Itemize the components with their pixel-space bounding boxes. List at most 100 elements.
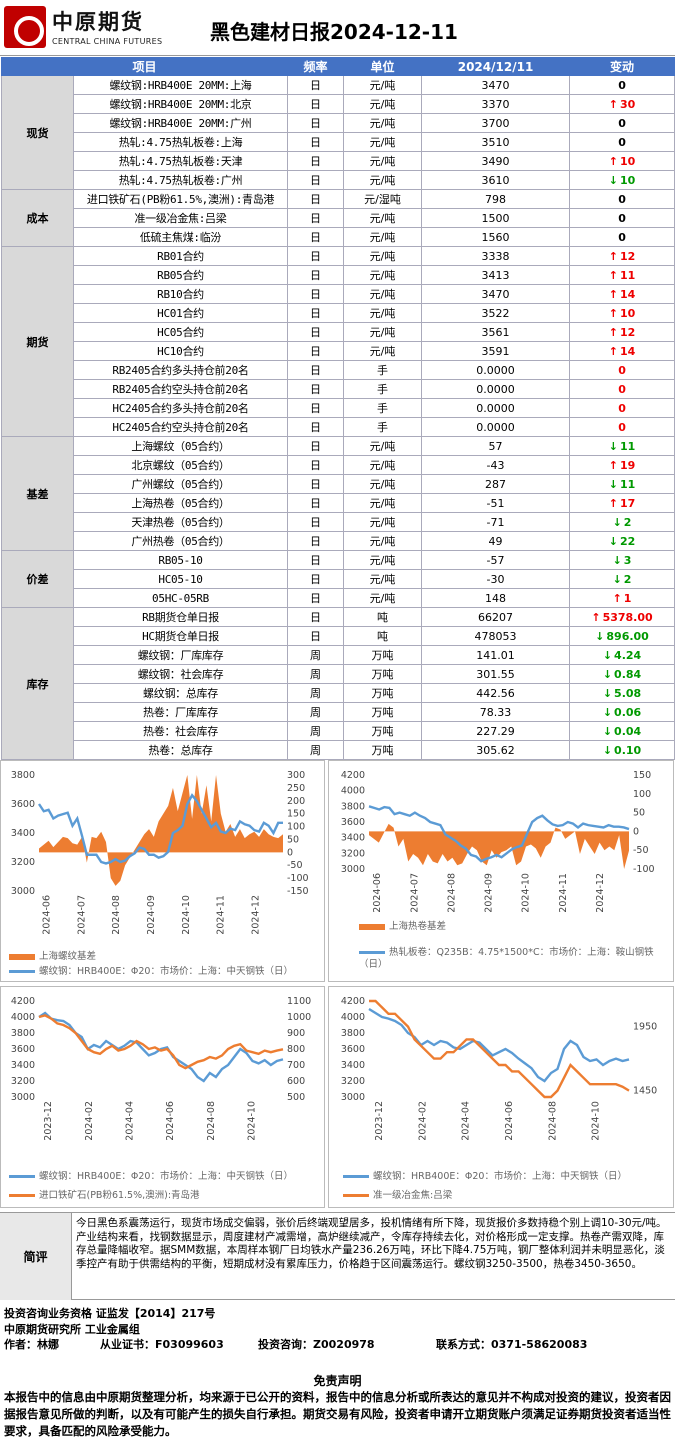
legend-label: 上海热卷基差	[389, 921, 447, 932]
table-row: 螺纹钢:HRB400E 20MM:北京日元/吨 3370 ↑ 30	[2, 94, 675, 114]
change-value: 14	[619, 344, 636, 358]
x-axis-tick: 2024-10	[521, 873, 532, 913]
item-cell: 05HC-05RB	[72, 588, 289, 608]
item-cell: 热卷：社会库存	[72, 721, 289, 741]
item-cell: 上海螺纹（05合约）	[72, 436, 289, 456]
right-axis-tick: 100	[633, 789, 651, 800]
unit-cell: 元/吨	[343, 531, 423, 551]
left-axis-tick: 3400	[11, 828, 35, 839]
unit-cell: 元/吨	[343, 284, 423, 304]
change-cell: ↓ 0.84	[569, 664, 675, 684]
change-value: 0	[618, 363, 626, 377]
table-row: 广州热卷（05合约）日元/吨 49 ↓ 22	[2, 531, 675, 551]
value-cell: 66207	[421, 607, 571, 627]
right-axis-tick: -50	[287, 860, 303, 871]
table-row: RB10合约日元/吨 3470 ↑ 14	[2, 284, 675, 304]
item-cell: HC期货仓单日报	[72, 626, 289, 646]
unit-cell: 元/吨	[343, 474, 423, 494]
legend-label: 进口铁矿石(PB粉61.5%,澳洲):青岛港	[39, 1190, 200, 1201]
frequency-cell: 周	[287, 702, 345, 722]
right-axis-tick: 100	[287, 822, 305, 833]
item-cell: HC10合约	[72, 341, 289, 361]
change-cell: 0	[569, 132, 675, 152]
change-value: 11	[619, 477, 636, 491]
table-row: 广州螺纹（05合约）日元/吨 287 ↓ 11	[2, 474, 675, 494]
item-cell: 螺纹钢：厂库库存	[72, 645, 289, 665]
legend-label: 螺纹钢：HRB400E：Φ20：市场价：上海：中天钢铁（日）	[373, 1171, 627, 1182]
change-value: 10	[619, 154, 636, 168]
left-axis-tick: 3000	[11, 886, 35, 897]
right-axis-tick: 1950	[633, 1022, 657, 1033]
left-axis-tick: 3400	[341, 833, 365, 844]
unit-cell: 手	[343, 398, 423, 418]
value-cell: 3510	[421, 132, 571, 152]
change-value: 10	[619, 173, 636, 187]
unit-cell: 吨	[343, 607, 423, 627]
table-header-row: 项目 频率 单位 2024/12/11 变动	[0, 57, 675, 76]
unit-cell: 元/吨	[343, 208, 423, 228]
table-row: 螺纹钢：厂库库存周万吨 141.01 ↓ 4.24	[2, 645, 675, 665]
frequency-cell: 日	[287, 550, 345, 570]
unit-cell: 元/吨	[343, 436, 423, 456]
change-value: 22	[619, 534, 636, 548]
table-row: 热轧:4.75热轧板卷:广州日元/吨 3610 ↓ 10	[2, 170, 675, 190]
table-row: 价差 RB05-10 日元/吨 -57 ↓ 3	[1, 550, 675, 608]
col-header-frequency: 频率	[287, 57, 345, 76]
left-axis-tick: 3000	[341, 1092, 365, 1103]
left-axis-tick: 3200	[11, 857, 35, 868]
arrow-up-icon: ↑	[608, 344, 618, 358]
left-axis-tick: 3800	[341, 801, 365, 812]
charts-area: 3800 3600 3400 3200 3000 300 250 200 150 100 50 0 -5…	[0, 760, 675, 1210]
company-logo-icon	[4, 6, 46, 48]
arrow-down-icon: ↓	[612, 572, 622, 586]
secondary-line-series	[38, 1014, 284, 1070]
x-axis-tick: 2024-07	[409, 873, 420, 913]
legend-item: 进口铁矿石(PB粉61.5%,澳洲):青岛港	[9, 1190, 200, 1202]
right-axis-tick: 700	[287, 1060, 305, 1071]
frequency-cell: 日	[287, 493, 345, 513]
unit-cell: 元/吨	[343, 94, 423, 114]
change-cell: ↑ 14	[569, 284, 675, 304]
frequency-cell: 日	[287, 94, 345, 114]
arrow-up-icon: ↑	[608, 154, 618, 168]
right-axis-tick: 150	[287, 809, 305, 820]
value-cell: 305.62	[421, 740, 571, 760]
item-cell: 进口铁矿石(PB粉61.5%,澳洲):青岛港	[72, 189, 289, 209]
commentary-text: 今日黑色系震荡运行，现货市场成交偏弱，张价后终端观望居多，投机情绪有所下降，现货…	[76, 1217, 667, 1270]
x-axis-tick: 2024-09	[484, 873, 495, 913]
frequency-cell: 周	[287, 740, 345, 760]
change-value: 10	[619, 306, 636, 320]
legend-label: 上海螺纹基差	[39, 951, 97, 962]
commentary-label: 简评	[0, 1213, 72, 1300]
frequency-cell: 周	[287, 683, 345, 703]
change-cell: ↓ 11	[569, 474, 675, 494]
arrow-up-icon: ↑	[608, 249, 618, 263]
chart-panel-rebar-vs-coke: 4200 4000 3800 3600 3400 3200 3000 1950 1450 2023…	[328, 986, 674, 1208]
change-cell: ↓ 22	[569, 531, 675, 551]
item-cell: 热轧:4.75热轧板卷:上海	[72, 132, 289, 152]
unit-cell: 万吨	[343, 683, 423, 703]
category-cell: 库存	[1, 607, 74, 760]
consult-number: Z0020978	[313, 1338, 375, 1351]
frequency-cell: 日	[287, 284, 345, 304]
chart-panel-shanghai-hrc-basis: 4200 4000 3800 3600 3400 3200 3000 150 100 50 0 -50…	[328, 760, 674, 982]
x-axis-tick: 2024-10	[247, 1101, 258, 1141]
legend-label: 螺纹钢：HRB400E：Φ20：市场价：上海：中天钢铁（日）	[39, 1171, 293, 1182]
change-value: 896.00	[606, 629, 649, 643]
unit-cell: 手	[343, 379, 423, 399]
arrow-down-icon: ↓	[608, 534, 618, 548]
right-axis-tick: -150	[287, 886, 309, 897]
right-axis-tick: 800	[287, 1044, 305, 1055]
legend-item: 螺纹钢：HRB400E：Φ20：市场价：上海：中天钢铁（日）	[9, 1171, 321, 1183]
change-cell: ↓ 2	[569, 512, 675, 532]
value-cell: 478053	[421, 626, 571, 646]
unit-cell: 元/吨	[343, 512, 423, 532]
arrow-up-icon: ↑	[608, 306, 618, 320]
arrow-up-icon: ↑	[608, 325, 618, 339]
arrow-up-icon: ↑	[608, 458, 618, 472]
frequency-cell: 日	[287, 569, 345, 589]
author-label: 作者：	[4, 1338, 37, 1351]
change-cell: 0	[569, 189, 675, 209]
frequency-cell: 日	[287, 341, 345, 361]
